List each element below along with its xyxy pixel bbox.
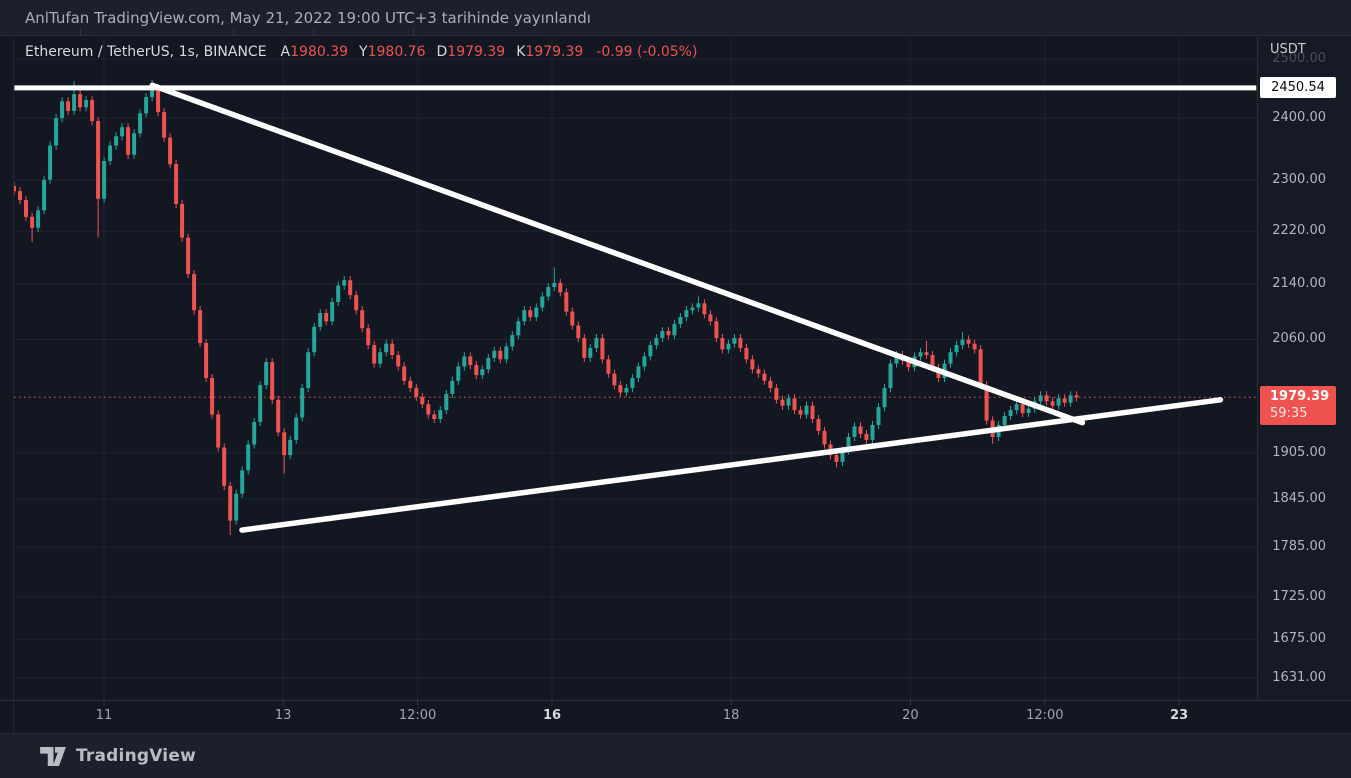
- price-tick: 1675.00: [1272, 631, 1326, 647]
- published-header: AnlTufan TradingView.com, May 21, 2022 1…: [0, 0, 1351, 36]
- header-divider: [80, 29, 81, 36]
- ohlc-field: K1979.39: [516, 44, 584, 60]
- ohlc-field: A1980.39: [280, 44, 349, 60]
- change-value: -0.99 (-0.05%): [596, 44, 698, 60]
- symbol-title[interactable]: Ethereum / TetherUS, 1s, BINANCE: [25, 44, 267, 60]
- price-tick: 2400.00: [1272, 110, 1326, 126]
- ohlc-field: D1979.39: [436, 44, 506, 60]
- tradingview-wordmark[interactable]: TradingView: [76, 746, 196, 766]
- price-line-badge-value: 2450.54: [1271, 80, 1325, 96]
- price-tick: 1725.00: [1272, 588, 1326, 604]
- published-header-text: AnlTufan TradingView.com, May 21, 2022 1…: [25, 8, 591, 27]
- last-price-value: 1979.39: [1270, 388, 1330, 404]
- ohlc-field: Y1980.76: [359, 44, 426, 60]
- quote-currency-label: USDT: [1270, 42, 1306, 57]
- last-price-badge: 1979.39 59:35: [1260, 385, 1336, 425]
- time-tick: 23: [1170, 708, 1189, 723]
- price-tick: 2300.00: [1272, 171, 1326, 187]
- time-tick: 16: [542, 708, 562, 723]
- price-tick: 2140.00: [1272, 276, 1326, 292]
- price-tick: 1631.00: [1272, 669, 1326, 685]
- time-tick: 20: [902, 708, 919, 723]
- symbol-legend: Ethereum / TetherUS, 1s, BINANCE A1980.3…: [25, 44, 697, 60]
- price-line-badge: 2450.54: [1260, 77, 1336, 99]
- price-tick: 1845.00: [1272, 491, 1326, 507]
- footer: TradingView: [0, 733, 1351, 778]
- price-tick: 1905.00: [1272, 444, 1326, 460]
- time-tick: 18: [722, 708, 740, 723]
- price-axis[interactable]: USDT 2450.54 1979.39 59:35 2500.00 2400.0…: [1257, 37, 1351, 700]
- header-divider: [233, 29, 234, 36]
- time-axis[interactable]: 11 13 12:00 16 18 20 12:00 23: [0, 700, 1351, 733]
- time-tick: 13: [274, 708, 292, 723]
- time-tick: 12:00: [1026, 708, 1064, 723]
- bar-countdown: 59:35: [1270, 405, 1308, 421]
- tradingview-logo-icon[interactable]: [40, 746, 67, 767]
- header-divider: [413, 29, 414, 36]
- time-tick: 12:00: [398, 708, 437, 723]
- price-tick: 1785.00: [1272, 539, 1326, 555]
- time-tick: 11: [95, 708, 113, 723]
- header-divider: [313, 29, 314, 36]
- chart-left-border: [13, 37, 14, 733]
- price-tick: 2500.00: [1272, 50, 1326, 66]
- price-tick: 2060.00: [1272, 331, 1326, 347]
- ohlc-fields: A1980.39 Y1980.76 D1979.39 K1979.39: [281, 44, 595, 60]
- price-tick: 2220.00: [1272, 223, 1326, 239]
